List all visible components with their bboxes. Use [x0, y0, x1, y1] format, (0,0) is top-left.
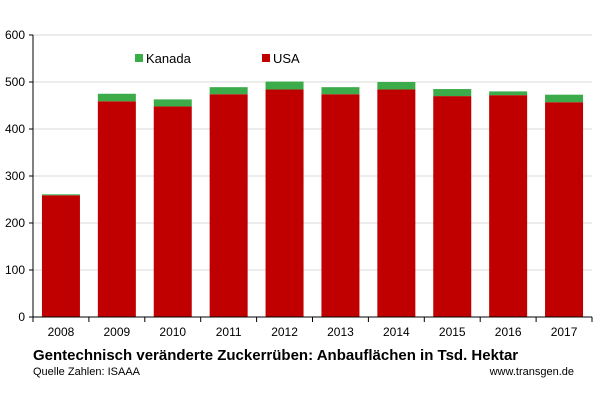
- x-tick-label: 2014: [383, 325, 410, 339]
- legend-swatch-kanada: [135, 54, 143, 62]
- website-link[interactable]: www.transgen.de: [489, 366, 574, 378]
- x-tick-label: 2017: [551, 325, 578, 339]
- bar-kanada-2008: [41, 194, 80, 196]
- x-tick-label: 2012: [271, 325, 298, 339]
- x-tick-label: 2010: [159, 325, 186, 339]
- x-tick-label: 2011: [216, 325, 242, 339]
- chart-title: Gentechnisch veränderte Zuckerrüben: Anb…: [33, 347, 519, 364]
- y-tick-label: 200: [5, 216, 25, 230]
- y-tick-label: 0: [18, 310, 25, 324]
- bar-usa-2013: [321, 94, 360, 317]
- bar-chart: 0 100 200 300 400 500 600 2008 2009 2010 2011 2012…: [5, 28, 593, 339]
- bar-usa-2012: [265, 89, 304, 318]
- bar-kanada-2014: [377, 82, 416, 90]
- bar-kanada-2017: [545, 94, 584, 103]
- bar-kanada-2009: [97, 93, 136, 102]
- source-note: Quelle Zahlen: ISAAA: [33, 366, 141, 378]
- bar-usa-2016: [489, 95, 528, 317]
- x-axis-tick-labels: 2008 2009 2010 2011 2012 2013 2014 2015 2016 2017: [48, 325, 578, 339]
- bar-usa-2017: [545, 102, 584, 318]
- bars: [41, 81, 584, 318]
- x-tick-label: 2009: [103, 325, 130, 339]
- x-tick-label: 2008: [48, 325, 75, 339]
- legend: Kanada USA: [135, 51, 300, 66]
- y-tick-label: 600: [5, 28, 25, 42]
- bar-usa-2008: [41, 195, 80, 317]
- y-axis-tick-labels: 0 100 200 300 400 500 600: [5, 28, 25, 324]
- bar-kanada-2012: [265, 81, 304, 90]
- bar-kanada-2013: [321, 87, 360, 95]
- bar-usa-2011: [209, 94, 248, 317]
- bar-kanada-2016: [489, 91, 528, 96]
- bar-kanada-2011: [209, 87, 248, 95]
- bar-usa-2014: [377, 89, 416, 318]
- legend-swatch-usa: [262, 54, 270, 62]
- y-tick-label: 100: [5, 263, 25, 277]
- y-tick-label: 400: [5, 122, 25, 136]
- y-tick-label: 300: [5, 169, 25, 183]
- axes: [29, 34, 593, 322]
- legend-label-usa: USA: [273, 51, 300, 66]
- bar-usa-2010: [153, 106, 192, 317]
- bar-kanada-2010: [153, 99, 192, 107]
- x-tick-label: 2016: [495, 325, 522, 339]
- x-tick-label: 2015: [439, 325, 466, 339]
- bar-usa-2015: [433, 96, 472, 317]
- bar-kanada-2015: [433, 89, 472, 97]
- y-tick-label: 500: [5, 75, 25, 89]
- bar-usa-2009: [97, 101, 136, 318]
- legend-label-kanada: Kanada: [146, 51, 192, 66]
- x-tick-label: 2013: [327, 325, 354, 339]
